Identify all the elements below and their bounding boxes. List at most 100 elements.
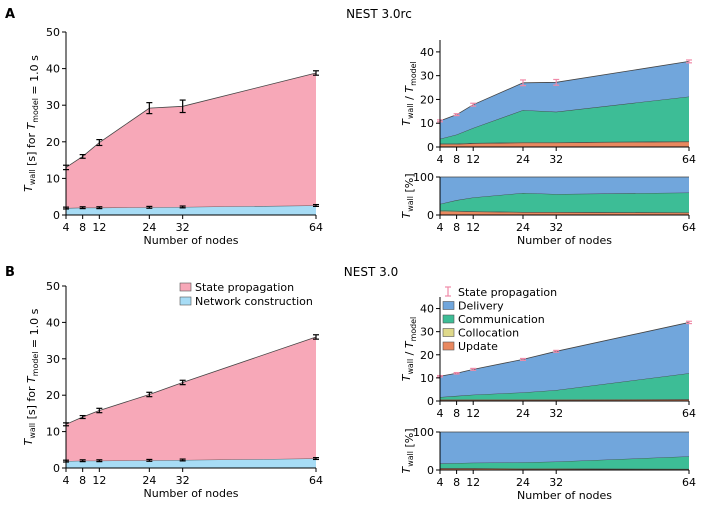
chart-A_right_top: 0 10 20 30 40 4 8 12 24 32 64 Twall / Tmodel (400, 40, 696, 166)
x-tick-label: 32 (176, 221, 190, 234)
y-axis-label: Twall / Tmodel (400, 317, 418, 382)
y-tick-label: 50 (46, 280, 60, 293)
x-axis-label: Number of nodes (517, 234, 612, 247)
x-tick-label: 12 (92, 221, 106, 234)
y-tick-label: 0 (53, 462, 60, 475)
x-tick-label: 64 (682, 476, 696, 489)
legend-swatch (179, 296, 192, 306)
y-axis-label: Twall [s] for Tmodel = 1.0 s (22, 308, 41, 445)
panel-label-a: A (5, 7, 15, 22)
x-tick-label: 32 (176, 474, 190, 487)
y-axis-label: Twall / Tmodel (400, 61, 418, 126)
y-tick-label: 30 (420, 326, 434, 339)
x-tick-label: 64 (309, 474, 323, 487)
x-tick-label: 4 (437, 476, 444, 489)
y-tick-label: 10 (420, 117, 434, 130)
state-propagation-area (66, 72, 316, 209)
x-tick-label: 8 (453, 221, 460, 234)
communication-area (440, 96, 689, 144)
chart-A_left: 0 10 20 30 40 50 4 8 12 24 32 64 Number of nodes Twal… (22, 26, 323, 247)
x-tick-label: 8 (453, 153, 460, 166)
y-tick-label: 0 (427, 141, 434, 154)
chart-B_right_bottom: 0 100 4 8 12 24 32 64 Number of nodes Twall [%] (400, 426, 696, 502)
legend-swatch (442, 341, 455, 351)
x-axis-label: Number of nodes (144, 487, 239, 500)
communication-area (440, 456, 689, 469)
communication-area (440, 373, 689, 400)
x-tick-label: 32 (549, 153, 563, 166)
legend-label: State propagation (195, 281, 294, 294)
chart-B_right_top: 0 10 20 30 40 4 8 12 24 32 64 Twall / Tmodel (400, 297, 696, 420)
y-tick-label: 0 (53, 209, 60, 222)
state-propagation-area (66, 336, 316, 462)
legend-swatch (442, 314, 455, 324)
x-tick-label: 64 (682, 221, 696, 234)
legend-label: Update (458, 340, 498, 353)
x-tick-label: 32 (549, 407, 563, 420)
y-axis-label: Twall [%] (400, 429, 416, 474)
y-tick-label: 30 (420, 70, 434, 83)
x-tick-label: 8 (453, 476, 460, 489)
title-nest-3-0rc: NEST 3.0rc (346, 7, 412, 21)
delivery-area (440, 61, 689, 139)
y-tick-label: 0 (427, 464, 434, 477)
x-tick-label: 24 (516, 476, 530, 489)
x-tick-label: 32 (549, 221, 563, 234)
x-tick-label: 4 (437, 407, 444, 420)
x-tick-label: 24 (516, 153, 530, 166)
x-axis-label: Number of nodes (517, 489, 612, 502)
y-tick-label: 0 (427, 395, 434, 408)
y-tick-label: 10 (46, 172, 60, 185)
y-tick-label: 40 (420, 46, 434, 59)
x-tick-label: 24 (516, 221, 530, 234)
x-tick-label: 64 (682, 407, 696, 420)
x-tick-label: 12 (466, 407, 480, 420)
legend-label: Communication (458, 313, 545, 326)
x-tick-label: 12 (466, 476, 480, 489)
y-tick-label: 20 (46, 136, 60, 149)
x-tick-label: 12 (92, 474, 106, 487)
x-tick-label: 12 (466, 221, 480, 234)
y-axis-label: Twall [%] (400, 174, 416, 219)
y-tick-label: 40 (420, 303, 434, 316)
y-tick-label: 50 (46, 26, 60, 39)
legend-swatch (442, 301, 455, 310)
legend-label: Network construction (195, 295, 313, 308)
x-tick-label: 4 (437, 153, 444, 166)
y-tick-label: 40 (46, 63, 60, 76)
x-tick-label: 64 (309, 221, 323, 234)
legend-right: State propagationDeliveryCommunicationCo… (442, 286, 557, 353)
legend-label: State propagation (458, 286, 557, 299)
chart-B_left: 0 10 20 30 40 50 4 8 12 24 32 64 Number of nodes Twal… (22, 280, 323, 500)
chart-A_right_bottom: 0 100 4 8 12 24 32 64 Number of nodes Twall [%] (400, 171, 696, 247)
legend-swatch (179, 282, 192, 292)
title-nest-3-0: NEST 3.0 (344, 265, 398, 279)
communication-area-edge (439, 372, 690, 398)
delivery-area (440, 177, 689, 204)
y-tick-label: 20 (46, 389, 60, 402)
legend-label: Delivery (458, 300, 504, 313)
y-tick-label: 20 (420, 93, 434, 106)
y-tick-label: 20 (420, 349, 434, 362)
x-tick-label: 24 (142, 221, 156, 234)
y-axis-label: Twall [s] for Tmodel = 1.0 s (22, 55, 41, 192)
delivery-area (440, 322, 689, 398)
y-tick-label: 10 (420, 372, 434, 385)
y-tick-label: 0 (427, 209, 434, 222)
y-tick-label: 100 (413, 426, 434, 439)
legend-label: Collocation (458, 327, 519, 340)
panel-label-b: B (5, 265, 15, 280)
x-tick-label: 4 (63, 474, 70, 487)
y-tick-label: 100 (413, 171, 434, 184)
x-tick-label: 4 (63, 221, 70, 234)
y-tick-label: 30 (46, 353, 60, 366)
x-tick-label: 8 (79, 221, 86, 234)
x-tick-label: 24 (516, 407, 530, 420)
delivery-area (440, 432, 689, 464)
legend-swatch (442, 328, 455, 337)
x-tick-label: 4 (437, 221, 444, 234)
x-tick-label: 8 (79, 474, 86, 487)
x-tick-label: 12 (466, 153, 480, 166)
